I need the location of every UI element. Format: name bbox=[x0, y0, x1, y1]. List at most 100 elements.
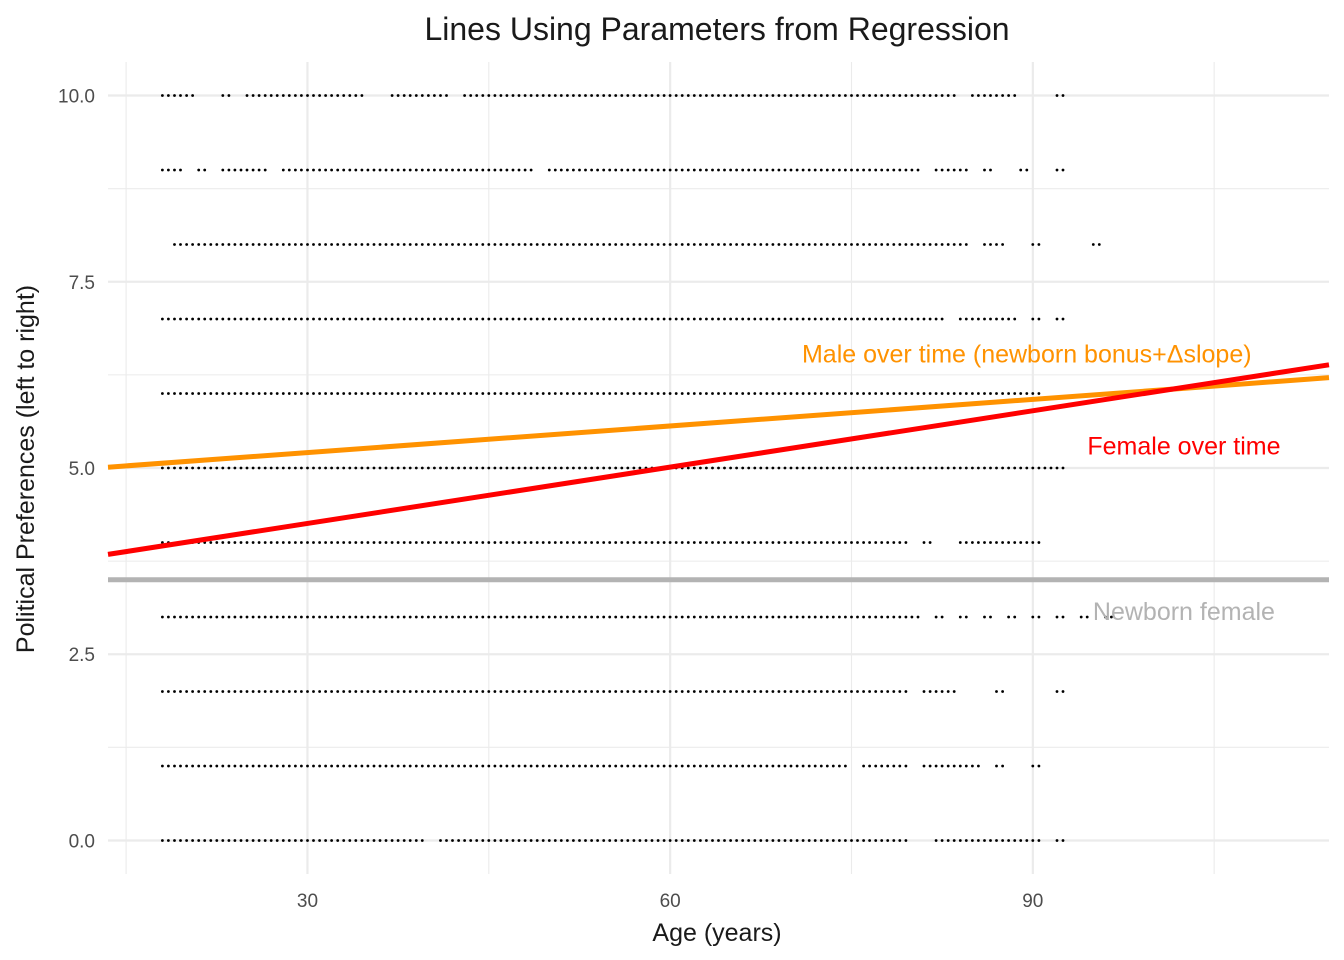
data-point bbox=[850, 243, 853, 246]
data-point bbox=[783, 94, 787, 97]
data-point bbox=[608, 243, 612, 246]
data-point bbox=[559, 541, 563, 544]
data-point bbox=[620, 690, 624, 693]
data-point bbox=[445, 243, 448, 246]
data-point bbox=[807, 839, 811, 842]
data-point bbox=[1007, 541, 1010, 544]
data-point bbox=[275, 690, 279, 693]
data-point bbox=[819, 541, 823, 544]
data-point bbox=[717, 839, 720, 842]
data-point bbox=[342, 466, 346, 470]
data-point bbox=[257, 690, 261, 693]
data-point bbox=[535, 541, 539, 544]
data-point bbox=[541, 317, 545, 321]
data-point bbox=[747, 94, 751, 97]
data-point bbox=[1001, 541, 1004, 544]
data-point bbox=[705, 168, 708, 172]
data-point bbox=[378, 615, 382, 619]
data-point bbox=[294, 615, 297, 619]
data-point bbox=[789, 541, 793, 544]
data-point bbox=[916, 615, 920, 619]
data-point bbox=[197, 839, 201, 842]
data-point bbox=[553, 764, 557, 768]
data-point bbox=[396, 392, 400, 395]
data-point bbox=[294, 839, 297, 842]
data-point bbox=[487, 317, 491, 321]
data-point bbox=[813, 764, 817, 768]
data-point bbox=[898, 94, 902, 97]
data-point bbox=[372, 541, 376, 544]
data-point bbox=[958, 839, 962, 842]
data-point bbox=[650, 243, 654, 246]
data-point bbox=[946, 243, 950, 246]
data-point bbox=[517, 243, 521, 246]
data-point bbox=[626, 466, 630, 470]
data-point bbox=[475, 764, 479, 768]
data-point bbox=[662, 839, 666, 842]
data-point bbox=[874, 839, 878, 842]
data-point bbox=[541, 392, 545, 395]
data-point bbox=[952, 690, 956, 693]
data-point bbox=[239, 615, 243, 619]
data-point bbox=[378, 243, 382, 246]
data-point bbox=[402, 541, 406, 544]
data-point bbox=[185, 764, 189, 768]
data-point bbox=[983, 615, 986, 619]
data-point bbox=[161, 615, 164, 619]
data-point bbox=[197, 392, 201, 395]
data-point bbox=[408, 764, 412, 768]
data-point bbox=[300, 168, 303, 172]
data-point bbox=[862, 615, 865, 619]
data-point bbox=[566, 243, 569, 246]
data-point bbox=[215, 764, 219, 768]
data-point bbox=[366, 168, 370, 172]
data-point bbox=[275, 392, 279, 395]
data-point bbox=[856, 392, 859, 395]
data-point bbox=[541, 243, 545, 246]
data-point bbox=[1061, 615, 1065, 619]
data-point bbox=[396, 168, 400, 172]
data-point bbox=[167, 690, 170, 693]
data-point bbox=[596, 317, 599, 321]
data-point bbox=[971, 466, 974, 470]
data-point bbox=[723, 317, 726, 321]
data-point bbox=[674, 615, 678, 619]
data-point bbox=[934, 466, 938, 470]
data-point bbox=[934, 839, 938, 842]
data-point bbox=[765, 392, 769, 395]
data-point bbox=[856, 541, 859, 544]
data-point bbox=[674, 392, 678, 395]
data-point bbox=[686, 764, 690, 768]
data-point bbox=[342, 168, 346, 172]
data-point bbox=[838, 466, 841, 470]
data-point bbox=[572, 94, 575, 97]
data-point bbox=[777, 392, 781, 395]
data-point bbox=[281, 764, 285, 768]
data-point bbox=[342, 243, 346, 246]
data-point bbox=[608, 466, 612, 470]
data-point bbox=[517, 764, 521, 768]
data-point bbox=[753, 764, 757, 768]
data-point bbox=[686, 541, 690, 544]
data-point bbox=[312, 764, 315, 768]
data-point bbox=[203, 839, 207, 842]
data-point bbox=[825, 94, 829, 97]
data-point bbox=[644, 764, 648, 768]
data-point bbox=[185, 466, 189, 470]
chart-title: Lines Using Parameters from Regression bbox=[424, 11, 1009, 47]
data-point bbox=[777, 94, 781, 97]
data-point bbox=[324, 94, 327, 97]
data-point bbox=[656, 615, 660, 619]
data-point bbox=[989, 839, 992, 842]
data-point bbox=[566, 615, 569, 619]
data-point bbox=[481, 839, 485, 842]
data-point bbox=[475, 466, 479, 470]
data-point bbox=[354, 541, 358, 544]
data-point bbox=[632, 615, 636, 619]
data-point bbox=[1001, 317, 1004, 321]
data-point bbox=[487, 615, 491, 619]
data-point bbox=[813, 615, 817, 619]
data-point bbox=[783, 466, 787, 470]
data-point bbox=[294, 764, 297, 768]
data-point bbox=[487, 392, 491, 395]
